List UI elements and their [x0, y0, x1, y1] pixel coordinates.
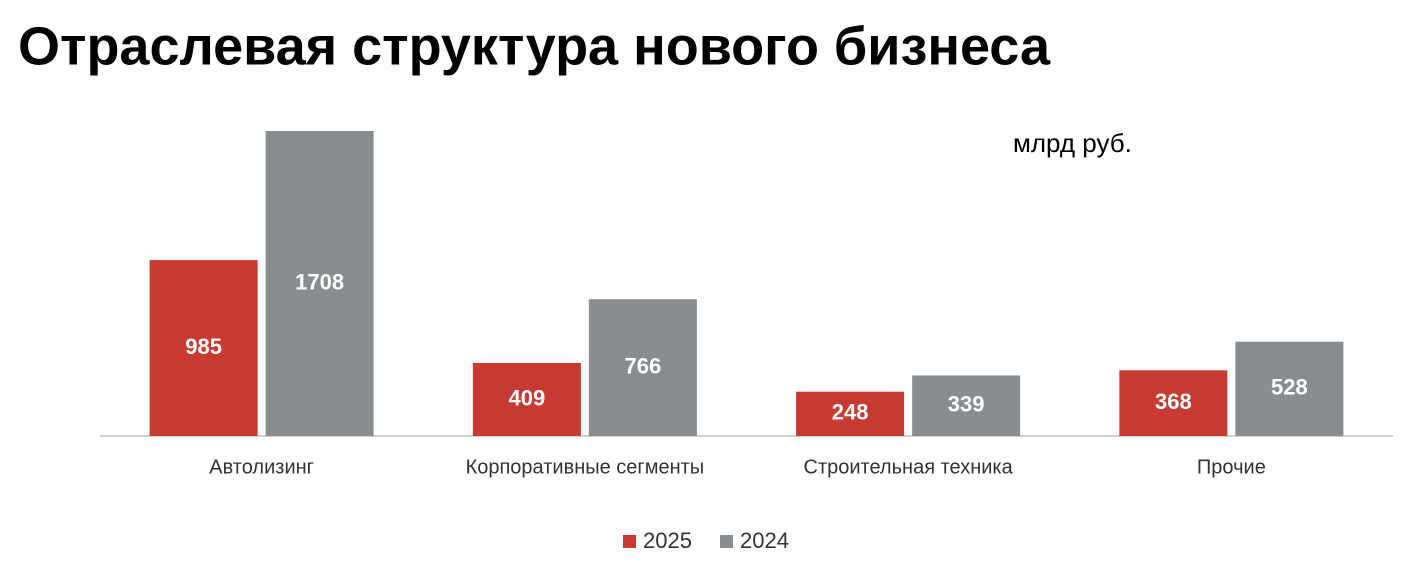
unit-label: млрд руб.: [1013, 128, 1132, 158]
bar: [796, 391, 905, 436]
value-label: 1708: [295, 269, 344, 294]
legend-swatch: [623, 535, 636, 548]
value-label: 528: [1271, 375, 1308, 400]
legend-label: 2025: [643, 528, 692, 553]
bar: [588, 299, 697, 436]
value-label: 339: [948, 392, 985, 417]
value-label: 766: [625, 353, 662, 378]
x-tick-label: Строительная техника: [804, 456, 1014, 478]
bar: [472, 362, 581, 436]
x-tick-label: Автолизинг: [209, 456, 314, 478]
x-tick-label: Прочие: [1197, 456, 1266, 478]
bar: [149, 260, 258, 436]
value-label: 368: [1155, 389, 1192, 414]
value-label: 248: [832, 400, 869, 425]
legend-label: 2024: [740, 528, 789, 553]
legend-swatch: [720, 535, 733, 548]
bar: [1119, 370, 1228, 436]
x-tick-label: Корпоративные сегменты: [466, 456, 705, 478]
value-label: 985: [185, 334, 222, 359]
bar: [1235, 341, 1344, 436]
chart-title: Отраслевая структура нового бизнеса: [18, 16, 1051, 76]
value-label: 409: [509, 385, 546, 410]
bar: [265, 131, 374, 436]
bar: [912, 375, 1021, 436]
